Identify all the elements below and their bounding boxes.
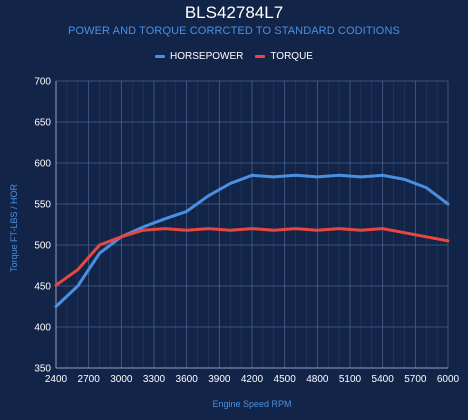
x-axis-label: Engine Speed RPM xyxy=(212,399,291,409)
x-tick-label: 5100 xyxy=(339,374,362,385)
x-tick-label: 5400 xyxy=(372,374,395,385)
legend-item-torque[interactable]: TORQUE xyxy=(255,51,313,62)
legend-swatch-torque xyxy=(255,55,266,58)
chart-legend: HORSEPOWER TORQUE xyxy=(0,51,468,62)
legend-label-torque: TORQUE xyxy=(270,51,313,62)
chart-subtitle: POWER AND TORQUE CORRCTED TO STANDARD CO… xyxy=(68,25,400,37)
x-tick-label: 2400 xyxy=(45,374,68,385)
y-tick-label: 600 xyxy=(34,159,51,170)
x-tick-label: 6000 xyxy=(437,374,460,385)
x-tick-label: 2700 xyxy=(78,374,101,385)
legend-label-horsepower: HORSEPOWER xyxy=(170,51,244,62)
y-tick-label: 550 xyxy=(34,200,51,211)
legend-swatch-horsepower xyxy=(155,55,166,58)
y-tick-label: 700 xyxy=(34,77,51,88)
x-tick-label: 3000 xyxy=(110,374,133,385)
x-tick-label: 3300 xyxy=(143,374,166,385)
chart-title: BLS42784L7 xyxy=(184,3,284,22)
legend-item-horsepower[interactable]: HORSEPOWER xyxy=(155,51,243,62)
y-tick-label: 500 xyxy=(34,241,51,252)
y-tick-label: 400 xyxy=(34,323,51,334)
y-tick-label: 450 xyxy=(34,282,51,293)
series-line-torque[interactable] xyxy=(54,227,450,287)
x-tick-label: 3600 xyxy=(176,374,199,385)
x-tick-label: 4800 xyxy=(306,374,329,385)
x-tick-label: 4500 xyxy=(274,374,297,385)
y-tick-label: 350 xyxy=(34,364,51,375)
x-tick-label: 5700 xyxy=(404,374,427,385)
x-tick-label: 3900 xyxy=(208,374,231,385)
x-tick-label: 4200 xyxy=(241,374,264,385)
y-tick-label: 650 xyxy=(34,118,51,129)
y-axis-label: Torque FT-LBS / HOR xyxy=(9,183,19,272)
